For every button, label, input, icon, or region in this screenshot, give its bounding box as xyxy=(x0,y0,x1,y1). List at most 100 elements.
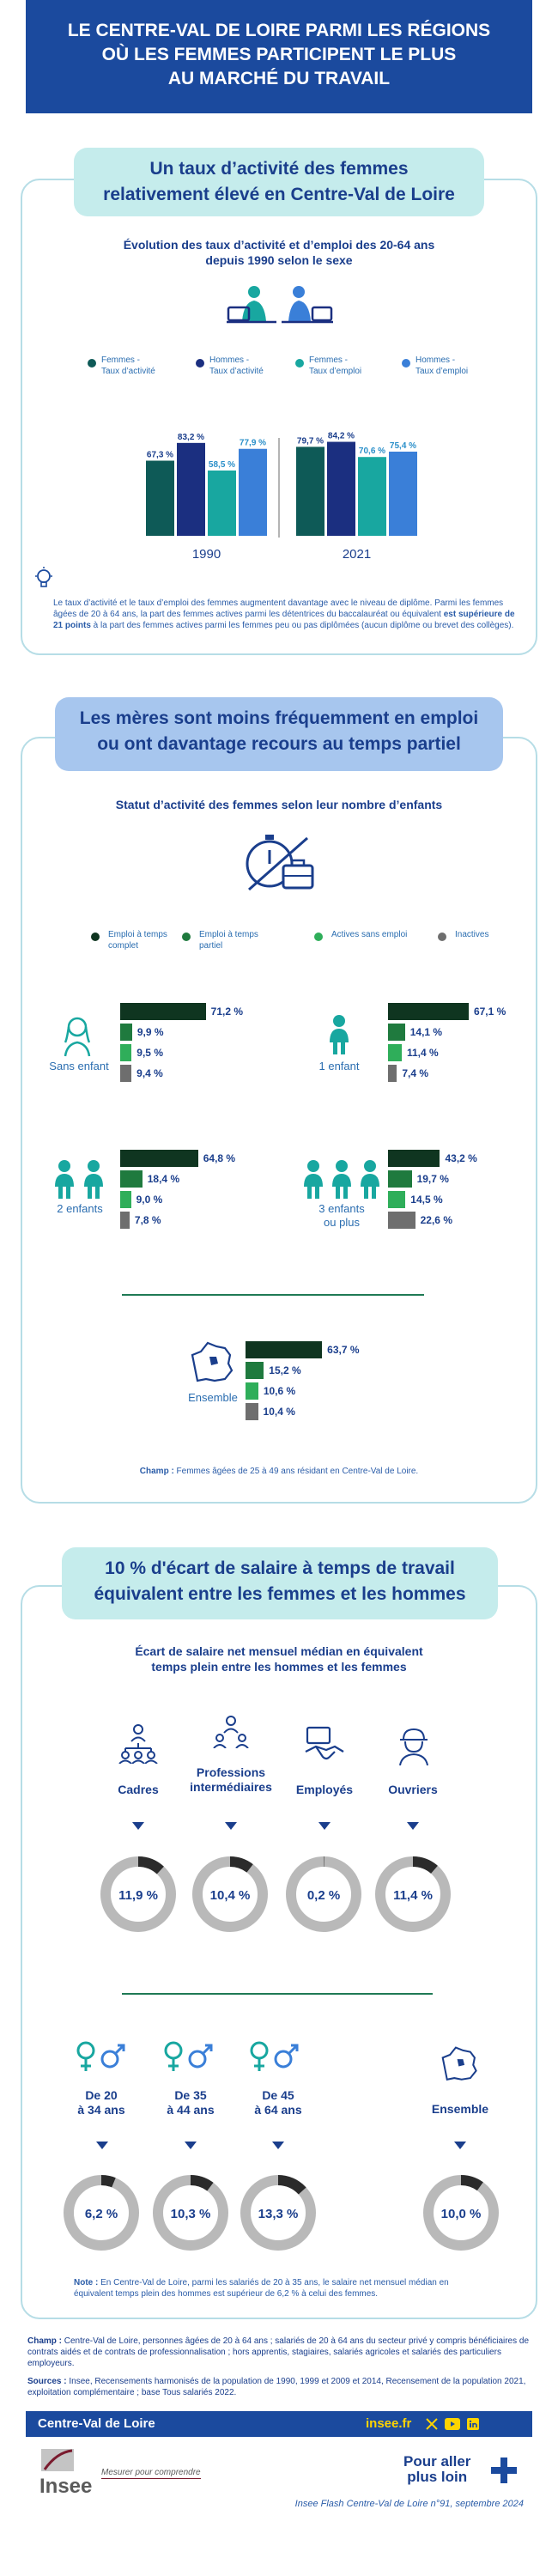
arrow-age3 xyxy=(272,2142,284,2149)
bar-label-1990-2: 58,5 % xyxy=(209,460,235,470)
hbar-label-3-2: 14,5 % xyxy=(410,1194,443,1206)
donut-gap-4 xyxy=(100,2175,116,2188)
legend-hommes-emploi: Hommes - Taux d’emploi xyxy=(415,355,468,377)
section2-subtitle: Statut d’activité des femmes selon leur … xyxy=(115,798,443,811)
legend-partiel: Emploi à temps partiel xyxy=(199,929,258,951)
section3-panel xyxy=(21,1585,537,2319)
legend-text: Femmes - xyxy=(309,355,348,365)
label-age2-line2: à 44 ans xyxy=(167,2103,215,2117)
label-2-enfants: 2 enfants xyxy=(57,1202,103,1215)
label-employes: Employés xyxy=(295,1783,354,1796)
hbar-1-0 xyxy=(388,1003,469,1020)
hbar-1-1 xyxy=(388,1024,405,1041)
three-children-icon xyxy=(304,1160,379,1199)
donut-label-3: 11,4 % xyxy=(393,1888,433,1903)
x-twitter-icon[interactable] xyxy=(426,2418,438,2430)
hbar-3-2 xyxy=(388,1191,406,1208)
arrow-prof xyxy=(225,1822,237,1830)
donut-label-2: 0,2 % xyxy=(307,1888,340,1903)
linkedin-icon[interactable] xyxy=(467,2418,479,2430)
donut-label-1: 10,4 % xyxy=(210,1888,251,1903)
donut-label-4: 6,2 % xyxy=(85,2207,118,2221)
bar-label-2021-2: 70,6 % xyxy=(359,447,385,456)
gender-35-44-icon xyxy=(164,2041,213,2071)
hbar-label-4-2: 10,6 % xyxy=(263,1385,296,1397)
section1-note-part1: Le taux d’activité et le taux d’emploi d… xyxy=(53,598,504,619)
hbar-label-4-0: 63,7 % xyxy=(327,1344,360,1356)
hbar-label-2-0: 64,8 % xyxy=(203,1152,236,1164)
stopwatch-briefcase-icon xyxy=(246,835,314,891)
hbar-label-1-2: 11,4 % xyxy=(406,1047,439,1059)
youtube-icon[interactable] xyxy=(445,2418,460,2430)
section2-champ-text: Femmes âgées de 25 à 49 ans résidant en … xyxy=(173,1467,419,1476)
hbar-label-0-0: 71,2 % xyxy=(210,1005,244,1018)
bar-2021-0 xyxy=(296,447,324,536)
hbar-3-0 xyxy=(388,1150,440,1167)
label-sans-enfant: Sans enfant xyxy=(49,1060,109,1072)
donut-gap-1 xyxy=(229,1856,253,1873)
section3-divider xyxy=(122,1993,433,1995)
header-line-1: LE CENTRE-VAL DE LOIRE PARMI LES RÉGIONS xyxy=(67,21,491,40)
section2-title-line1: Les mères sont moins fréquemment en empl… xyxy=(79,708,479,728)
donut-gap-6 xyxy=(277,2175,306,2195)
hbar-label-3-1: 19,7 % xyxy=(416,1173,449,1185)
hbar-2-1 xyxy=(120,1170,143,1188)
arrow-age2 xyxy=(185,2142,197,2149)
footer-region: Centre-Val de Loire xyxy=(38,2416,155,2431)
footer-site-link[interactable]: insee.fr xyxy=(366,2416,412,2431)
legend-text: Emploi à temps xyxy=(108,930,167,939)
hbar-0-1 xyxy=(120,1024,132,1041)
section3-note: Note : En Centre-Val de Loire, parmi les… xyxy=(74,2277,486,2300)
champ-label: Champ : xyxy=(27,2336,62,2346)
bar-label-2021-1: 84,2 % xyxy=(328,432,355,441)
section3-title-line1: 10 % d'écart de salaire à temps de trava… xyxy=(105,1558,455,1578)
label-ouvriers: Ouvriers xyxy=(388,1783,438,1796)
label-age3-line1: De 45 xyxy=(262,2088,294,2102)
legend-dot-inactives xyxy=(438,933,446,941)
hbar-3-1 xyxy=(388,1170,412,1188)
insee-tagline: Mesurer pour comprendre xyxy=(101,2468,201,2479)
bar-1990-3 xyxy=(239,448,267,536)
professions-intermediaires-icon xyxy=(213,1716,249,1748)
insee-logo-text: Insee xyxy=(39,2475,93,2498)
legend-dot-femmes-emploi xyxy=(295,359,304,368)
pour-aller-plus-loin[interactable]: Pour aller plus loin xyxy=(403,2454,470,2485)
legend-text: Taux d’activité xyxy=(101,367,155,376)
label-3-enfants: 3 enfants ou plus xyxy=(300,1202,383,1230)
legend-text: Taux d’emploi xyxy=(309,367,362,376)
legend-inactives: Inactives xyxy=(455,930,489,939)
plus-icon[interactable] xyxy=(491,2458,517,2483)
hbar-label-1-3: 7,4 % xyxy=(402,1067,429,1079)
bar-2021-1 xyxy=(327,441,355,536)
donut-label-5: 10,3 % xyxy=(171,2207,211,2221)
gender-20-34-icon xyxy=(76,2041,125,2071)
publication-reference: Insee Flash Centre-Val de Loire n°91, se… xyxy=(294,2499,524,2509)
hbar-label-3-3: 22,6 % xyxy=(420,1214,452,1226)
hbar-0-3 xyxy=(120,1065,132,1082)
label-age-45-64: De 45 à 64 ans xyxy=(235,2088,321,2117)
hbar-0-0 xyxy=(120,1003,206,1020)
insee-logo-icon xyxy=(41,2449,74,2471)
donut-gap-3 xyxy=(412,1856,438,1874)
section3-note-label: Note : xyxy=(74,2278,99,2287)
worker-helmet-icon xyxy=(399,1728,428,1765)
label-professions-intermediaires: Professions intermédiaires xyxy=(179,1765,282,1795)
label-ensemble-salaire: Ensemble xyxy=(431,2102,489,2116)
section1-note-part2: à la part des femmes actives parmi les f… xyxy=(90,621,514,630)
france-map-icon xyxy=(191,1341,234,1382)
two-children-icon xyxy=(55,1160,103,1199)
workers-illustration-icon xyxy=(227,286,333,324)
legend-text: Taux d’activité xyxy=(209,367,264,376)
section2-title: Les mères sont moins fréquemment en empl… xyxy=(55,697,503,771)
cadres-icon xyxy=(118,1724,158,1764)
bar-1990-0 xyxy=(146,460,174,536)
header-line-2: OÙ LES FEMMES PARTICIPENT LE PLUS xyxy=(101,45,457,64)
section3-subtitle-line2: temps plein entre les hommes et les femm… xyxy=(151,1660,407,1674)
label-1-enfant: 1 enfant xyxy=(318,1060,360,1072)
legend-hommes-activite: Hommes - Taux d’activité xyxy=(209,355,264,377)
label-age1-line2: à 34 ans xyxy=(77,2103,125,2117)
label-prof-line1: Professions xyxy=(196,1765,266,1779)
section3-note-text: En Centre-Val de Loire, parmi les salari… xyxy=(74,2278,449,2299)
arrow-age1 xyxy=(96,2142,108,2149)
section1-title-line2: relativement élevé en Centre-Val de Loir… xyxy=(103,185,455,204)
